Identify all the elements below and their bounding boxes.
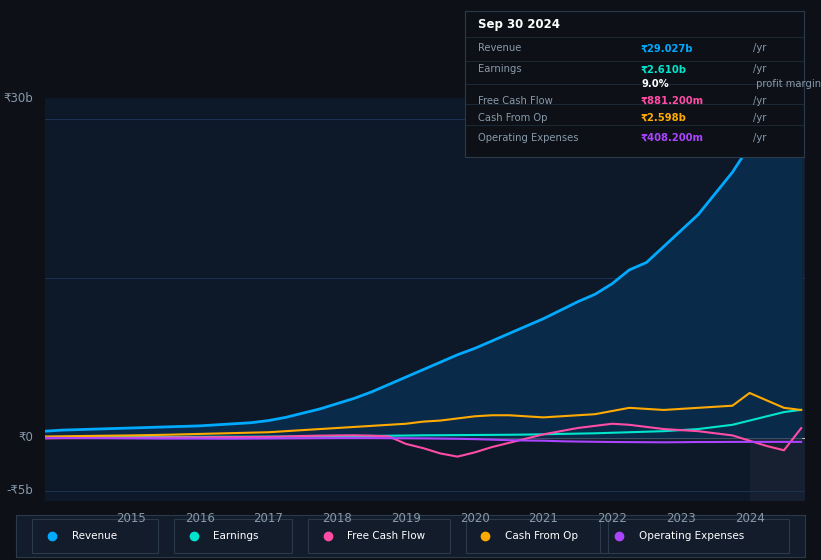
Text: Operating Expenses: Operating Expenses [479, 133, 579, 143]
Text: Free Cash Flow: Free Cash Flow [479, 96, 553, 106]
Text: Sep 30 2024: Sep 30 2024 [479, 18, 560, 31]
Text: 2023: 2023 [666, 511, 695, 525]
Text: /yr: /yr [753, 133, 766, 143]
Text: Revenue: Revenue [71, 531, 117, 541]
Text: ₹2.598b: ₹2.598b [641, 113, 687, 123]
Text: Cash From Op: Cash From Op [479, 113, 548, 123]
Text: 2024: 2024 [735, 511, 764, 525]
Text: 2019: 2019 [391, 511, 421, 525]
Text: Operating Expenses: Operating Expenses [639, 531, 745, 541]
Text: 2021: 2021 [529, 511, 558, 525]
Text: 2022: 2022 [597, 511, 627, 525]
Text: /yr: /yr [753, 96, 766, 106]
Text: /yr: /yr [753, 43, 766, 53]
Text: Revenue: Revenue [479, 43, 521, 53]
Text: ₹408.200m: ₹408.200m [641, 133, 704, 143]
Text: 2017: 2017 [254, 511, 283, 525]
Text: Earnings: Earnings [479, 64, 522, 74]
Text: 2016: 2016 [185, 511, 215, 525]
Text: ₹0: ₹0 [18, 431, 33, 444]
Text: /yr: /yr [753, 64, 766, 74]
Text: ₹881.200m: ₹881.200m [641, 96, 704, 106]
Text: 2018: 2018 [323, 511, 352, 525]
Text: ₹2.610b: ₹2.610b [641, 64, 687, 74]
Text: ₹29.027b: ₹29.027b [641, 43, 694, 53]
Text: Cash From Op: Cash From Op [505, 531, 578, 541]
Text: Free Cash Flow: Free Cash Flow [347, 531, 425, 541]
Text: Earnings: Earnings [213, 531, 259, 541]
Text: ₹30b: ₹30b [3, 91, 33, 105]
Text: 2020: 2020 [460, 511, 489, 525]
Text: 9.0%: 9.0% [641, 79, 669, 89]
Text: profit margin: profit margin [753, 79, 821, 89]
Text: -₹5b: -₹5b [6, 484, 33, 497]
Text: /yr: /yr [753, 113, 766, 123]
Text: 2015: 2015 [117, 511, 146, 525]
Bar [750, 98, 808, 501]
